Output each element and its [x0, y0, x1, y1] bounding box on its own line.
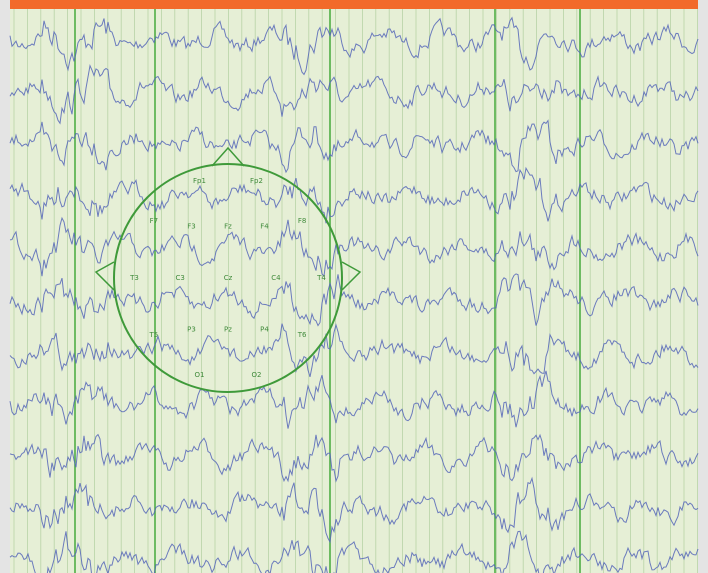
electrode-label: Fp2 [250, 177, 263, 185]
electrode-label: O2 [252, 371, 262, 379]
page: Fp1 Fp2 F7 F3 Fz F4 F8 T3 C3 Cz C4 T4 T5 P3 Pz P4 T6 O1 O2… [0, 0, 708, 573]
electrode-label: T4 [316, 274, 326, 282]
electrode-label: P4 [260, 325, 269, 333]
electrode-label: F3 [187, 223, 195, 231]
electrode-label: T6 [297, 331, 307, 339]
electrode-label: O1 [195, 371, 205, 379]
electrode-label: C3 [175, 274, 184, 282]
electrode-label: C4 [271, 274, 281, 282]
electrode-label: F7 [150, 217, 158, 225]
electrode-label: T3 [129, 274, 139, 282]
top-bar [10, 0, 698, 9]
electrode-label: F4 [260, 223, 269, 231]
eeg-photo: Fp1 Fp2 F7 F3 Fz F4 F8 T3 C3 Cz C4 T4 T5 P3 Pz P4 T6 O1 O2 [0, 0, 708, 573]
electrode-label: P3 [187, 325, 196, 333]
electrode-label: Fz [224, 223, 232, 231]
electrode-label: F8 [298, 217, 306, 225]
electrode-label: Pz [224, 325, 232, 333]
electrode-label: Fp1 [193, 177, 206, 185]
electrode-label: Cz [224, 274, 233, 282]
electrode-label: T5 [149, 331, 159, 339]
paper [10, 9, 698, 573]
